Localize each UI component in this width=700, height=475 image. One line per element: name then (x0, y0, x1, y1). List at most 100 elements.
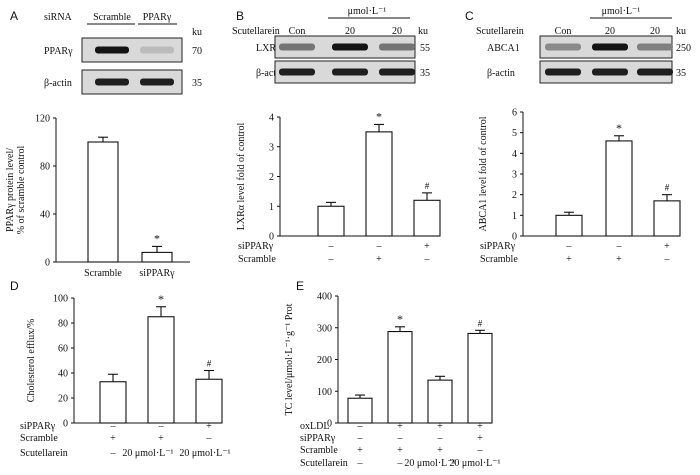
significance-mark: * (158, 292, 164, 306)
condition-mark: + (424, 241, 430, 252)
y-axis-label: ABCA1 level fold of control (478, 116, 489, 231)
condition-mark: 20 μmol·L⁻¹ (179, 448, 230, 459)
condition-mark: + (357, 445, 363, 456)
blot-ku-value: 35 (192, 78, 202, 89)
blot-c-row-head: Scutellarein (476, 26, 524, 37)
y-tick-label: 40 (58, 369, 68, 380)
y-tick-label: 0 (63, 419, 68, 430)
blot-c-lane-label: 20 (650, 26, 660, 37)
y-axis-label: LXRα level fold of control (236, 123, 247, 231)
condition-label: siPPARγ (238, 241, 274, 252)
blot-c-unit: μmol·L⁻¹ (602, 6, 641, 17)
y-tick-label: 20 (58, 394, 68, 405)
panel-letter-e: E (296, 279, 304, 293)
blot-a-ku-head: ku (192, 27, 202, 38)
condition-label: Scramble (20, 433, 58, 444)
bar (427, 379, 453, 424)
condition-mark: – (616, 241, 623, 252)
y-tick-label: 0 (45, 258, 50, 269)
y-axis-label-line: PPARγ protein level/ (5, 148, 16, 232)
condition-label: Scramble (300, 445, 338, 456)
condition-label: Scramble (238, 254, 276, 265)
y-tick-label: 100 (317, 387, 332, 398)
chart-a: 0 40 80 120 PPARγ protein level/% of scrambl… (5, 114, 190, 279)
y-tick-label: 400 (317, 292, 332, 303)
blot-band (279, 68, 315, 76)
condition-mark: – (206, 433, 213, 444)
blot-a: siRNA Scramble PPARγ ku PPARγ 70 β-actin 35 (44, 12, 202, 95)
bar (347, 397, 373, 424)
condition-mark: + (206, 421, 212, 432)
condition-mark: – (424, 254, 431, 265)
significance-mark: # (425, 181, 430, 191)
y-tick-label: 1 (269, 202, 274, 213)
condition-mark: – (357, 458, 364, 469)
blot-ku-value: 250 (676, 43, 691, 54)
bar (87, 141, 119, 263)
blot-ku-value: 55 (420, 43, 430, 54)
bar (141, 251, 173, 263)
blot-b-lane-label: 20 (392, 26, 402, 37)
chart-d: 0 20 40 60 80 100 Cholesterol efflux/% * # siPPAR… (20, 292, 231, 459)
condition-label: oxLDL (300, 421, 329, 432)
condition-mark: + (397, 421, 403, 432)
blot-c-lane-label: 20 (605, 26, 615, 37)
significance-mark: * (376, 109, 382, 123)
condition-label: Scramble (480, 254, 518, 265)
significance-mark: # (665, 183, 670, 193)
condition-mark: – (110, 448, 117, 459)
y-tick-label: 6 (512, 108, 517, 119)
blot-ku-value: 70 (192, 46, 202, 57)
significance-mark: * (154, 231, 160, 245)
condition-mark: + (477, 421, 483, 432)
y-tick-label: 60 (58, 344, 68, 355)
condition-mark: + (158, 433, 164, 444)
blot-b-lane-label: 20 (345, 26, 355, 37)
y-tick-label: 80 (40, 162, 50, 173)
condition-mark: – (664, 254, 671, 265)
bar (413, 199, 441, 237)
blot-a-lane-label: PPARγ (143, 12, 172, 23)
blot-band-label: β-actin (44, 78, 72, 89)
y-tick-label: 5 (512, 128, 517, 139)
condition-mark: + (397, 445, 403, 456)
blot-band (332, 43, 368, 51)
condition-mark: – (376, 241, 383, 252)
blot-band (637, 68, 673, 76)
blot-a-row-head: siRNA (44, 12, 73, 23)
y-tick-label: 300 (317, 323, 332, 334)
y-tick-label: 1 (512, 211, 517, 222)
blot-b: Scutellarein μmol·L⁻¹ Con 20 20 ku LXRα 5… (232, 6, 430, 84)
x-tick-label: Scramble (84, 268, 122, 279)
y-tick-label: 200 (317, 355, 332, 366)
condition-mark: + (437, 445, 443, 456)
condition-mark: – (566, 241, 573, 252)
blot-band (545, 43, 581, 51)
y-tick-label: 100 (53, 294, 68, 305)
y-tick-label: 0 (512, 232, 517, 243)
condition-mark: 20 μmol·L⁻¹ (122, 448, 173, 459)
blot-band (592, 43, 628, 51)
blot-a-lane-label: Scramble (93, 12, 131, 23)
panel-letter-a: A (10, 9, 18, 23)
panel-letter-d: D (10, 279, 19, 293)
condition-mark: – (158, 421, 165, 432)
significance-mark: # (207, 359, 212, 369)
condition-mark: + (477, 433, 483, 444)
condition-mark: – (397, 458, 404, 469)
condition-mark: + (664, 241, 670, 252)
y-tick-label: 4 (512, 149, 517, 160)
blot-band (140, 78, 174, 86)
bar (99, 381, 127, 424)
chart-c: 0 1 2 3 4 5 6 ABCA1 level fold of control * # siPP… (478, 108, 681, 265)
condition-mark: + (376, 254, 382, 265)
bar (555, 214, 583, 237)
blot-band (140, 46, 174, 54)
blot-ku-value: 35 (676, 68, 686, 79)
bar (317, 205, 345, 237)
condition-mark: + (566, 254, 572, 265)
y-tick-label: 80 (58, 319, 68, 330)
bar (387, 331, 413, 424)
y-axis-label: TC level/μmol·L⁻¹·g⁻¹ Prot (284, 303, 295, 415)
